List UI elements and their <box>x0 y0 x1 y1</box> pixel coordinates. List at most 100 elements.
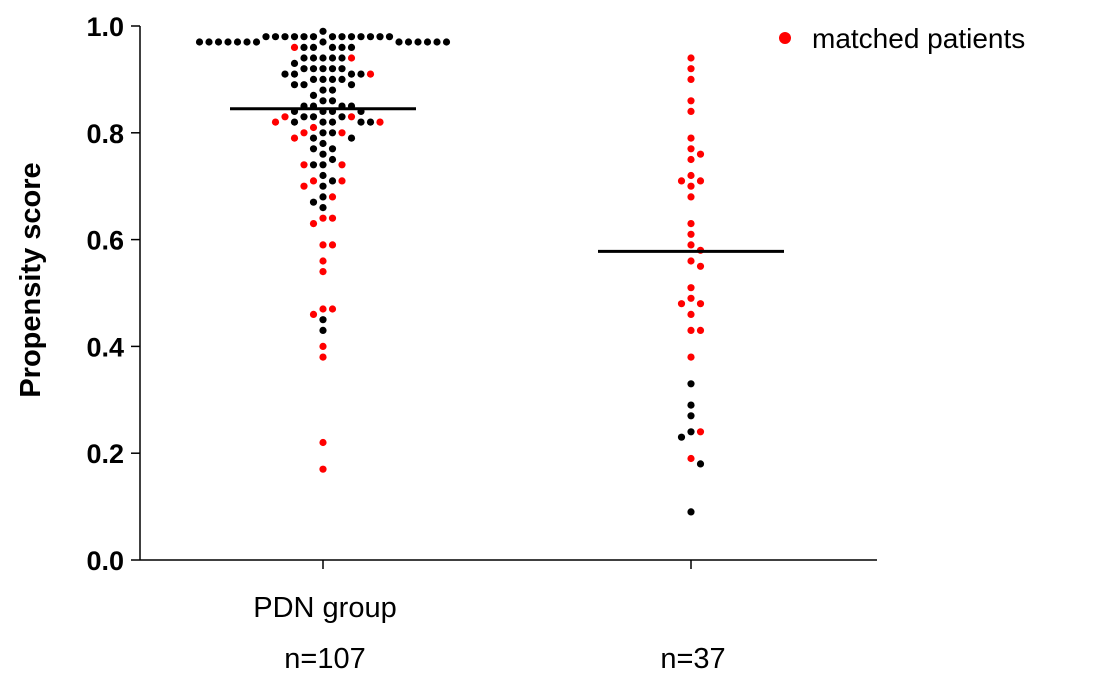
data-point-red <box>376 118 384 126</box>
data-point-black <box>214 38 223 46</box>
data-point-black <box>281 70 289 78</box>
data-point-black <box>687 380 695 388</box>
data-point-red <box>300 129 308 137</box>
data-point-black <box>338 113 346 121</box>
data-points <box>195 27 705 516</box>
data-point-black <box>385 33 394 41</box>
data-point-black <box>309 65 318 73</box>
data-point-black <box>696 460 705 468</box>
data-point-red <box>319 257 327 265</box>
data-point-red <box>687 145 695 153</box>
data-point-black <box>347 43 356 52</box>
data-point-black <box>433 38 441 46</box>
data-point-black <box>328 86 337 94</box>
y-tick-label: 1.0 <box>86 12 124 42</box>
data-point-black <box>357 118 365 126</box>
data-point-black <box>319 97 327 105</box>
data-point-red <box>687 220 695 228</box>
data-point-red <box>687 65 695 73</box>
data-point-black <box>243 38 251 46</box>
data-point-red <box>338 177 346 185</box>
group-label: PDN group <box>253 592 396 624</box>
data-point-black <box>338 43 346 52</box>
data-point-red <box>687 294 695 302</box>
data-point-red <box>347 54 356 62</box>
data-point-black <box>319 129 327 137</box>
data-point-black <box>300 43 308 52</box>
data-point-red <box>687 54 695 62</box>
y-tick-label: 0.8 <box>86 119 124 149</box>
data-point-black <box>309 198 318 206</box>
data-point-red <box>319 214 327 222</box>
legend-label: matched patients <box>812 23 1025 54</box>
data-point-black <box>319 193 327 201</box>
group-n-label: n=37 <box>660 643 725 675</box>
data-point-red <box>300 182 308 190</box>
data-point-black <box>687 401 695 409</box>
data-point-red <box>300 161 308 169</box>
data-point-black <box>319 150 327 158</box>
data-point-black <box>319 27 327 35</box>
data-point-red <box>319 305 327 313</box>
data-point-black <box>309 91 318 99</box>
data-point-red <box>309 310 318 318</box>
data-point-red <box>347 113 356 121</box>
data-point-black <box>309 113 318 121</box>
data-point-red <box>319 241 327 249</box>
data-point-black <box>224 38 232 46</box>
data-point-black <box>309 161 318 169</box>
median-lines <box>230 107 784 253</box>
data-point-black <box>290 70 299 78</box>
data-point-black <box>319 182 327 190</box>
data-point-black <box>338 75 346 83</box>
data-point-black <box>328 177 337 185</box>
data-point-black <box>290 59 299 67</box>
data-point-red <box>687 193 695 201</box>
data-point-black <box>687 508 695 516</box>
data-point-red <box>687 284 695 292</box>
data-point-black <box>442 38 451 46</box>
data-point-black <box>319 161 327 169</box>
data-point-black <box>300 65 308 73</box>
data-point-red <box>687 257 695 265</box>
data-point-red <box>290 134 299 142</box>
data-point-red <box>319 465 327 473</box>
data-point-red <box>677 177 686 185</box>
data-point-red <box>338 161 346 169</box>
data-point-red <box>687 353 695 361</box>
x-tick-group: PDN group n=107 n=37 <box>253 560 726 675</box>
data-point-black <box>338 54 346 62</box>
data-point-black <box>328 33 337 41</box>
data-point-black <box>357 70 365 78</box>
data-point-red <box>687 230 695 238</box>
data-point-red <box>290 43 299 52</box>
data-point-black <box>328 43 337 52</box>
data-point-black <box>290 118 299 126</box>
data-point-red <box>328 305 337 313</box>
data-point-black <box>300 113 308 121</box>
data-point-black <box>687 412 695 420</box>
data-point-black <box>338 33 346 41</box>
data-point-black <box>252 38 261 46</box>
data-point-black <box>233 38 242 46</box>
data-point-red <box>696 300 705 308</box>
data-point-black <box>338 65 346 73</box>
data-point-black <box>309 75 318 83</box>
data-point-black <box>347 33 356 41</box>
data-point-red <box>696 150 705 158</box>
y-tick-label: 0.4 <box>86 332 124 362</box>
data-point-black <box>328 54 337 62</box>
data-point-red <box>696 428 705 436</box>
data-point-red <box>309 123 318 132</box>
data-point-black <box>328 75 337 83</box>
data-point-red <box>687 155 695 164</box>
data-point-black <box>404 38 413 46</box>
legend: matched patients <box>779 23 1025 54</box>
data-point-red <box>687 241 695 249</box>
data-point-black <box>328 155 337 164</box>
data-point-red <box>696 177 705 185</box>
y-tick-group: 0.0 0.2 0.4 0.6 0.8 1.0 <box>86 12 140 576</box>
data-point-red <box>328 241 337 249</box>
data-point-black <box>309 134 318 142</box>
